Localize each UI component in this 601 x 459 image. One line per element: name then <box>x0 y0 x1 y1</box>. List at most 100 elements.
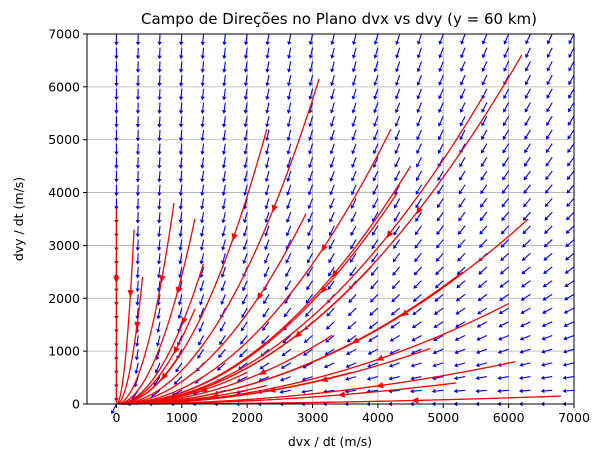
field-arrow-shaft <box>223 61 226 70</box>
field-arrow-head <box>454 336 459 341</box>
field-arrow <box>157 170 162 183</box>
field-arrow-shaft <box>396 102 401 111</box>
field-arrow <box>219 335 226 346</box>
field-arrow <box>135 61 141 73</box>
field-arrow-shaft <box>158 307 161 316</box>
field-arrow-head <box>329 204 334 210</box>
field-arrow <box>368 321 379 329</box>
field-arrow-shaft <box>371 307 379 314</box>
field-arrow <box>198 321 205 333</box>
field-arrow-shaft <box>435 389 444 392</box>
field-arrow-head <box>285 259 290 264</box>
field-arrow-head <box>330 41 335 46</box>
field-arrow <box>134 362 139 375</box>
field-arrow-shaft <box>391 389 400 392</box>
field-arrow-shaft <box>220 335 226 343</box>
field-arrow-head <box>135 124 141 128</box>
field-arrow-head <box>307 177 313 182</box>
field-arrow-head <box>391 298 396 303</box>
field-arrow-head <box>390 311 396 316</box>
field-arrow <box>416 74 422 86</box>
field-arrow-shaft <box>396 116 401 124</box>
field-arrow-shaft <box>394 252 401 260</box>
field-arrow-head <box>240 340 245 345</box>
field-arrow-head <box>351 109 356 114</box>
field-arrow-shaft <box>458 293 466 300</box>
field-arrow <box>351 74 357 87</box>
field-arrow <box>563 334 575 341</box>
field-arrow <box>286 74 292 87</box>
field-arrow-shaft <box>331 102 335 111</box>
field-arrow-shaft <box>244 253 248 261</box>
field-arrow-head <box>395 81 400 86</box>
field-arrow <box>177 307 183 320</box>
field-arrow <box>286 88 292 101</box>
field-arrow-shaft <box>287 170 292 179</box>
field-arrow-head <box>545 135 550 140</box>
field-arrow <box>416 102 422 114</box>
field-arrow-head <box>519 362 524 367</box>
field-arrow-head <box>220 287 225 292</box>
field-arrow-head <box>349 258 354 263</box>
field-arrow <box>221 116 227 128</box>
streamline <box>124 271 464 405</box>
field-arrow <box>542 307 553 314</box>
field-arrow-head <box>410 376 415 381</box>
field-arrow-shaft <box>158 253 161 262</box>
field-arrow-head <box>568 40 573 45</box>
field-arrow-shaft <box>461 74 466 83</box>
field-arrow-shaft <box>504 88 510 97</box>
field-arrow-shaft <box>547 143 553 151</box>
field-arrow-shaft <box>155 376 161 384</box>
field-arrow-head <box>501 216 506 222</box>
field-arrow <box>265 129 270 142</box>
field-arrow <box>307 239 314 250</box>
field-arrow-shaft <box>175 376 183 383</box>
field-arrow-shaft <box>179 280 183 289</box>
field-arrow-shaft <box>568 211 575 219</box>
field-arrow <box>460 47 466 59</box>
field-arrow <box>410 388 422 394</box>
field-arrow-head <box>200 69 205 73</box>
field-arrow-head <box>351 177 356 182</box>
field-arrow-shaft <box>567 252 575 259</box>
field-arrow <box>135 47 141 60</box>
field-arrow-shaft <box>245 102 248 111</box>
field-arrow-shaft <box>457 376 466 379</box>
field-arrow-shaft <box>395 198 401 206</box>
field-arrow-head <box>243 123 248 128</box>
field-arrow <box>328 239 335 250</box>
field-arrow-head <box>286 205 291 210</box>
field-arrow-head <box>562 388 567 394</box>
field-arrow-shaft <box>157 349 161 357</box>
field-arrow-head <box>308 95 313 100</box>
field-arrow-head <box>568 94 572 99</box>
field-arrow-shaft <box>331 170 335 179</box>
field-arrow-head <box>455 323 460 328</box>
field-arrow-shaft <box>265 239 270 248</box>
field-arrow <box>546 115 553 127</box>
field-arrow-head <box>222 96 227 101</box>
field-arrow-head <box>178 178 184 183</box>
field-arrow-shaft <box>481 225 488 233</box>
field-arrow-head <box>457 230 462 235</box>
field-arrow <box>286 143 292 155</box>
field-arrow <box>373 74 379 87</box>
streamline-arrow-head <box>271 204 278 213</box>
field-arrow <box>541 321 553 328</box>
field-arrow-head <box>518 388 523 394</box>
field-arrow-head <box>135 165 141 169</box>
field-arrow-shaft <box>158 212 161 221</box>
streamline <box>121 192 399 405</box>
field-arrow-head <box>286 177 291 183</box>
field-arrow-head <box>388 363 393 368</box>
field-arrow <box>175 362 183 373</box>
field-arrow-head <box>565 243 570 248</box>
field-arrow <box>543 252 553 261</box>
field-arrow-shaft <box>566 389 575 392</box>
field-arrow-shaft <box>478 376 487 379</box>
field-arrow-head <box>285 218 291 223</box>
field-arrow-head <box>393 217 398 223</box>
field-arrow <box>308 157 314 169</box>
field-arrow-head <box>522 243 527 248</box>
